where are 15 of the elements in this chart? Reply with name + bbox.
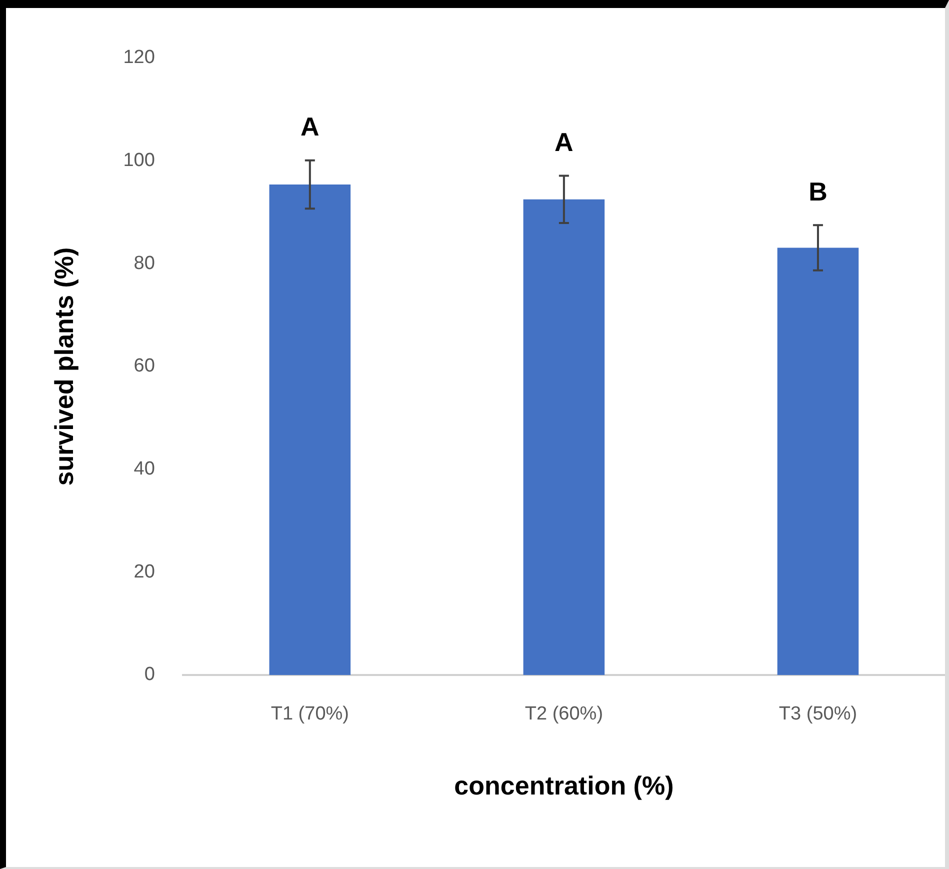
annotation: A — [554, 126, 574, 157]
annotation: A — [300, 111, 320, 142]
x-tick-label: T1 (70%) — [270, 704, 349, 725]
y-axis-title: survived plants (%) — [48, 247, 79, 486]
y-tick-label: 0 — [144, 664, 155, 686]
y-tick-label: 60 — [134, 356, 155, 377]
y-tick-label: 40 — [134, 458, 155, 480]
y-tick-label: 20 — [134, 561, 155, 582]
y-tick-label: 120 — [123, 47, 155, 68]
x-tick-label: T2 (60%) — [524, 704, 604, 725]
x-tick-label: T3 (50%) — [778, 704, 858, 725]
annotation: B — [808, 176, 828, 206]
y-tick-label: 100 — [123, 150, 155, 172]
x-axis-title: concentration (%) — [454, 770, 674, 801]
y-tick-label: 80 — [134, 252, 155, 274]
